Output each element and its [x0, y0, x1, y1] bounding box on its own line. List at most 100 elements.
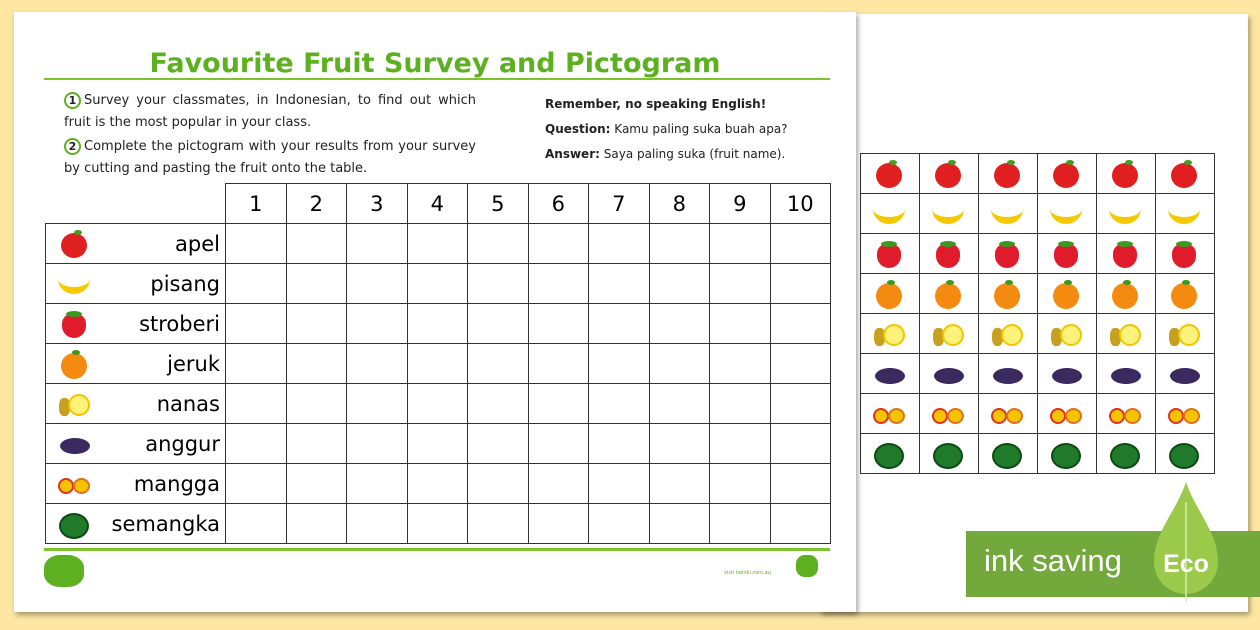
cutout-cell[interactable] — [1037, 153, 1097, 194]
cutout-cell[interactable] — [1155, 393, 1215, 434]
cutout-cell[interactable] — [860, 393, 920, 434]
tally-cell[interactable] — [285, 343, 347, 384]
cutout-cell[interactable] — [1155, 193, 1215, 234]
cutout-cell[interactable] — [1096, 393, 1156, 434]
tally-cell[interactable] — [648, 383, 710, 424]
cutout-cell[interactable] — [860, 233, 920, 274]
tally-cell[interactable] — [769, 263, 831, 304]
tally-cell[interactable] — [709, 383, 771, 424]
tally-cell[interactable] — [648, 263, 710, 304]
tally-cell[interactable] — [709, 423, 771, 464]
tally-cell[interactable] — [769, 383, 831, 424]
tally-cell[interactable] — [769, 303, 831, 344]
tally-cell[interactable] — [406, 503, 468, 544]
tally-cell[interactable] — [709, 343, 771, 384]
tally-cell[interactable] — [346, 223, 408, 264]
tally-cell[interactable] — [467, 303, 529, 344]
cutout-cell[interactable] — [919, 153, 979, 194]
cutout-cell[interactable] — [978, 393, 1038, 434]
cutout-cell[interactable] — [978, 153, 1038, 194]
tally-cell[interactable] — [346, 343, 408, 384]
cutout-cell[interactable] — [1096, 193, 1156, 234]
cutout-cell[interactable] — [860, 313, 920, 354]
cutout-cell[interactable] — [1096, 153, 1156, 194]
cutout-cell[interactable] — [1037, 193, 1097, 234]
tally-cell[interactable] — [588, 383, 650, 424]
tally-cell[interactable] — [346, 423, 408, 464]
tally-cell[interactable] — [406, 223, 468, 264]
cutout-cell[interactable] — [1037, 353, 1097, 394]
cutout-cell[interactable] — [860, 193, 920, 234]
tally-cell[interactable] — [709, 303, 771, 344]
tally-cell[interactable] — [285, 383, 347, 424]
tally-cell[interactable] — [225, 423, 287, 464]
tally-cell[interactable] — [225, 503, 287, 544]
tally-cell[interactable] — [346, 503, 408, 544]
tally-cell[interactable] — [406, 423, 468, 464]
tally-cell[interactable] — [769, 423, 831, 464]
tally-cell[interactable] — [225, 343, 287, 384]
tally-cell[interactable] — [406, 263, 468, 304]
cutout-cell[interactable] — [1037, 393, 1097, 434]
cutout-cell[interactable] — [860, 433, 920, 474]
tally-cell[interactable] — [527, 303, 589, 344]
tally-cell[interactable] — [527, 423, 589, 464]
cutout-cell[interactable] — [1037, 313, 1097, 354]
tally-cell[interactable] — [467, 383, 529, 424]
tally-cell[interactable] — [527, 223, 589, 264]
cutout-cell[interactable] — [1155, 353, 1215, 394]
tally-cell[interactable] — [225, 263, 287, 304]
tally-cell[interactable] — [527, 343, 589, 384]
cutout-cell[interactable] — [1037, 433, 1097, 474]
tally-cell[interactable] — [225, 463, 287, 504]
tally-cell[interactable] — [285, 223, 347, 264]
tally-cell[interactable] — [527, 383, 589, 424]
cutout-cell[interactable] — [1096, 313, 1156, 354]
tally-cell[interactable] — [225, 223, 287, 264]
cutout-cell[interactable] — [860, 273, 920, 314]
tally-cell[interactable] — [648, 343, 710, 384]
tally-cell[interactable] — [648, 423, 710, 464]
tally-cell[interactable] — [406, 303, 468, 344]
cutout-cell[interactable] — [978, 353, 1038, 394]
tally-cell[interactable] — [588, 463, 650, 504]
tally-cell[interactable] — [588, 303, 650, 344]
tally-cell[interactable] — [709, 223, 771, 264]
tally-cell[interactable] — [527, 463, 589, 504]
cutout-cell[interactable] — [860, 353, 920, 394]
cutout-cell[interactable] — [978, 233, 1038, 274]
cutout-cell[interactable] — [1096, 273, 1156, 314]
tally-cell[interactable] — [346, 263, 408, 304]
tally-cell[interactable] — [285, 503, 347, 544]
cutout-cell[interactable] — [978, 193, 1038, 234]
tally-cell[interactable] — [346, 303, 408, 344]
cutout-cell[interactable] — [860, 153, 920, 194]
tally-cell[interactable] — [467, 423, 529, 464]
cutout-cell[interactable] — [919, 193, 979, 234]
tally-cell[interactable] — [406, 343, 468, 384]
tally-cell[interactable] — [225, 303, 287, 344]
tally-cell[interactable] — [709, 463, 771, 504]
tally-cell[interactable] — [648, 223, 710, 264]
tally-cell[interactable] — [769, 343, 831, 384]
tally-cell[interactable] — [346, 463, 408, 504]
tally-cell[interactable] — [467, 343, 529, 384]
cutout-cell[interactable] — [978, 313, 1038, 354]
tally-cell[interactable] — [588, 343, 650, 384]
tally-cell[interactable] — [225, 383, 287, 424]
tally-cell[interactable] — [285, 463, 347, 504]
tally-cell[interactable] — [648, 303, 710, 344]
tally-cell[interactable] — [527, 503, 589, 544]
tally-cell[interactable] — [769, 463, 831, 504]
cutout-cell[interactable] — [1155, 153, 1215, 194]
tally-cell[interactable] — [406, 463, 468, 504]
tally-cell[interactable] — [648, 463, 710, 504]
cutout-cell[interactable] — [1096, 433, 1156, 474]
cutout-cell[interactable] — [1155, 233, 1215, 274]
cutout-cell[interactable] — [1096, 233, 1156, 274]
tally-cell[interactable] — [648, 503, 710, 544]
cutout-cell[interactable] — [1155, 433, 1215, 474]
tally-cell[interactable] — [588, 503, 650, 544]
tally-cell[interactable] — [588, 263, 650, 304]
cutout-cell[interactable] — [1155, 273, 1215, 314]
